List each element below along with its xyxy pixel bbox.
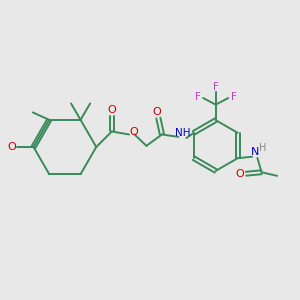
Text: N: N (251, 147, 259, 157)
Text: H: H (259, 143, 266, 153)
Text: O: O (236, 169, 244, 179)
Text: F: F (231, 92, 236, 101)
Text: O: O (107, 105, 116, 115)
Text: O: O (8, 142, 16, 152)
Text: NH: NH (175, 128, 190, 138)
Text: O: O (130, 127, 138, 137)
Text: O: O (152, 107, 161, 117)
Text: F: F (195, 92, 201, 101)
Text: F: F (213, 82, 219, 92)
